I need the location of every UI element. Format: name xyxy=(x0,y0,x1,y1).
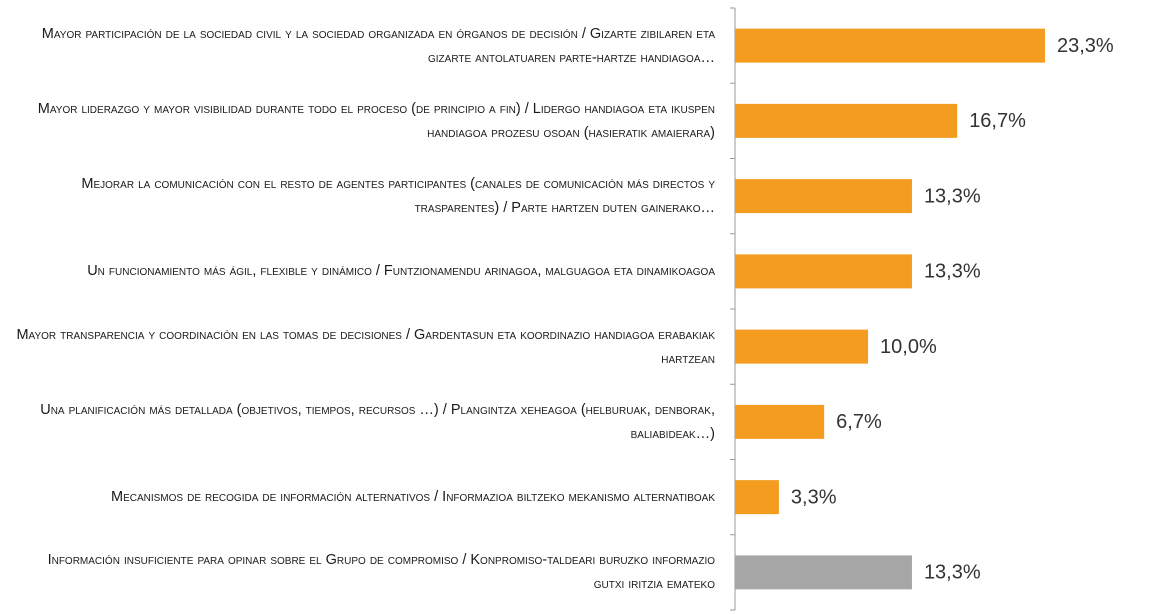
category-label: Un funcionamiento más ágil, flexible y d… xyxy=(87,263,715,280)
bar xyxy=(735,103,958,138)
value-label: 10,0% xyxy=(880,336,937,358)
category-label: Mayor transparencia y coordinación en la… xyxy=(16,326,715,367)
value-label: 16,7% xyxy=(969,110,1026,132)
value-label: 23,3% xyxy=(1057,35,1114,57)
category-label: Una planificación más detallada (objetiv… xyxy=(40,401,715,442)
value-label: 13,3% xyxy=(924,185,981,207)
bar xyxy=(735,179,912,214)
bar xyxy=(735,28,1045,63)
category-label: Mayor liderazgo y mayor visibilidad dura… xyxy=(37,100,715,141)
bar xyxy=(735,329,869,364)
bar xyxy=(735,480,779,515)
bar xyxy=(735,254,912,289)
value-label: 6,7% xyxy=(836,411,882,433)
value-label: 13,3% xyxy=(924,562,981,584)
value-label: 13,3% xyxy=(924,261,981,283)
bar xyxy=(735,404,825,439)
category-label: Mecanismos de recogida de información al… xyxy=(110,489,715,506)
bar xyxy=(735,555,912,590)
category-label: Mejorar la comunicación con el resto de … xyxy=(81,176,715,217)
category-label: Mayor participación de la sociedad civil… xyxy=(41,25,715,66)
category-label: Información insuficiente para opinar sob… xyxy=(47,552,715,593)
value-label: 3,3% xyxy=(791,486,837,508)
